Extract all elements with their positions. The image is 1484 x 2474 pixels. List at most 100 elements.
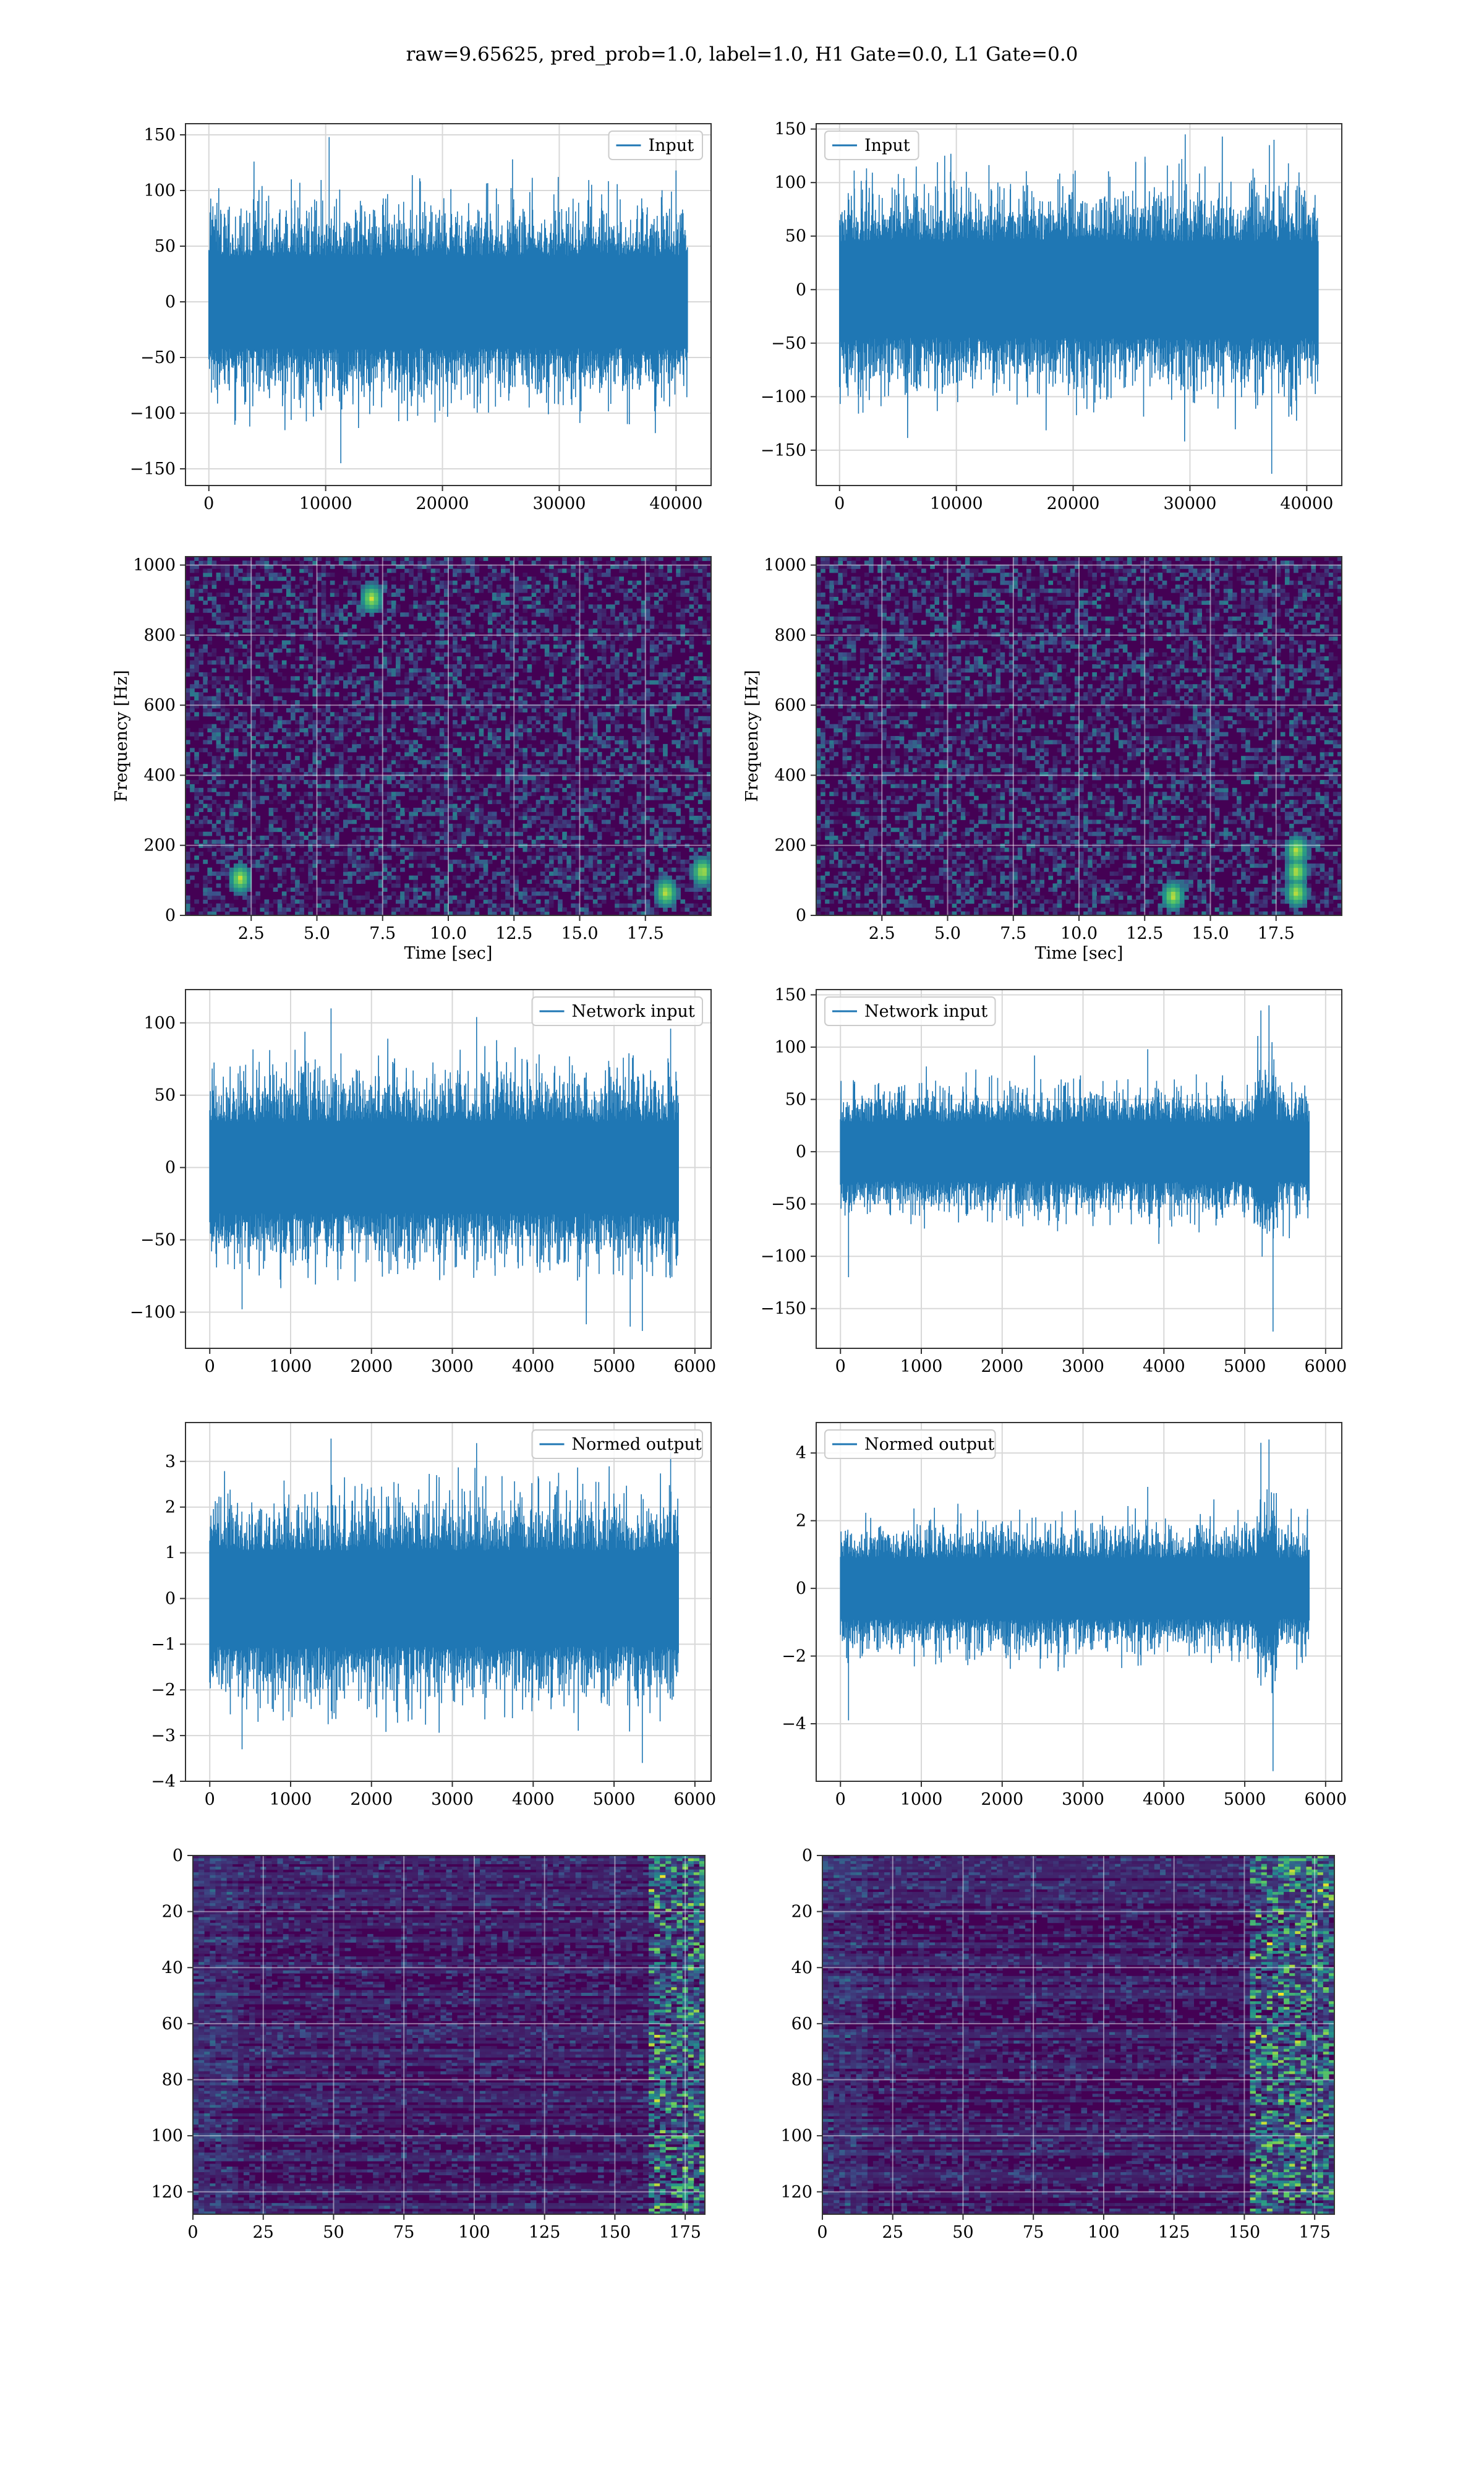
- x-tick-label: 4000: [512, 1357, 555, 1376]
- signal-series-line: [840, 1005, 1309, 1331]
- y-tick-label: −50: [771, 1195, 806, 1214]
- x-tick-label: 100: [1088, 2223, 1120, 2242]
- x-tick-label: 25: [882, 2223, 903, 2242]
- x-tick-label: 4000: [1143, 1790, 1185, 1809]
- x-tick-label: 10000: [299, 494, 352, 513]
- x-tick-label: 125: [1158, 2223, 1190, 2242]
- panel-l1-spectrogram: 2.5 5.0 7.5 10.0 12.5 15.0 17.5020040060080010…: [743, 556, 1342, 963]
- y-tick-label: 80: [162, 2071, 183, 2090]
- y-tick-label: 1000: [764, 556, 806, 575]
- x-tick-label: 0: [834, 494, 845, 513]
- y-tick-label: 150: [774, 120, 806, 139]
- y-tick-label: 150: [774, 985, 806, 1004]
- x-tick-label: 1000: [270, 1790, 312, 1809]
- legend: Normed output: [825, 1430, 996, 1458]
- x-tick-label: 150: [599, 2223, 631, 2242]
- y-tick-label: 0: [796, 1579, 806, 1598]
- x-tick-label: 1000: [270, 1357, 312, 1376]
- x-tick-label: 2000: [981, 1790, 1023, 1809]
- y-tick-label: 50: [155, 237, 176, 256]
- y-tick-label: −2: [151, 1680, 176, 1700]
- y-tick-label: −150: [761, 1299, 806, 1319]
- legend: Input: [825, 131, 919, 160]
- x-tick-label: 0: [835, 1790, 846, 1809]
- x-tick-label: 2000: [981, 1357, 1023, 1376]
- y-tick-label: 120: [780, 2183, 812, 2202]
- plot-area: [193, 1856, 706, 2215]
- x-tick-label: 3000: [431, 1790, 474, 1809]
- y-tick-label: 100: [774, 173, 806, 192]
- y-tick-label: 0: [165, 1589, 176, 1608]
- panel-l1-input: 0 10000 20000 30000 40000−150−100−5005010015…: [761, 120, 1342, 513]
- x-tick-label: 125: [529, 2223, 561, 2242]
- x-tick-label: 6000: [673, 1357, 716, 1376]
- x-tick-label: 3000: [1062, 1357, 1104, 1376]
- x-tick-label: 7.5: [1000, 924, 1026, 943]
- x-tick-label: 3000: [1062, 1790, 1104, 1809]
- signal-series-line: [210, 1008, 678, 1330]
- x-tick-label: 40000: [1280, 494, 1333, 513]
- x-tick-label: 0: [205, 1790, 215, 1809]
- legend: Normed output: [532, 1430, 703, 1458]
- y-tick-label: 1: [165, 1544, 176, 1563]
- plot-area: [822, 1856, 1335, 2215]
- legend-label: Input: [864, 136, 910, 155]
- y-tick-label: 60: [162, 2014, 183, 2034]
- x-tick-label: 30000: [1163, 494, 1216, 513]
- x-tick-label: 15.0: [1192, 924, 1229, 943]
- x-tick-label: 20000: [416, 494, 469, 513]
- y-tick-label: 4: [796, 1444, 806, 1463]
- x-tick-label: 1000: [900, 1790, 943, 1809]
- y-tick-label: 0: [165, 906, 176, 925]
- y-tick-label: 60: [791, 2014, 812, 2034]
- y-tick-label: −1: [151, 1635, 176, 1654]
- y-tick-label: −2: [782, 1647, 806, 1666]
- x-tick-label: 6000: [1304, 1357, 1347, 1376]
- x-tick-label: 2.5: [869, 924, 895, 943]
- x-tick-label: 4000: [512, 1790, 555, 1809]
- y-tick-label: 3: [165, 1452, 176, 1471]
- legend-label: Normed output: [572, 1435, 702, 1454]
- y-tick-label: 0: [165, 293, 176, 312]
- x-tick-label: 12.5: [495, 924, 532, 943]
- x-tick-label: 75: [393, 2223, 414, 2242]
- y-tick-label: −100: [130, 404, 176, 423]
- x-tick-label: 5.0: [304, 924, 330, 943]
- signal-series-line: [209, 137, 688, 463]
- x-tick-label: 10.0: [1060, 924, 1098, 943]
- x-tick-label: 5000: [1224, 1790, 1266, 1809]
- y-tick-label: 50: [785, 1090, 806, 1110]
- y-tick-label: 400: [143, 766, 176, 785]
- x-tick-label: 50: [323, 2223, 344, 2242]
- legend-label: Input: [649, 136, 694, 155]
- x-tick-label: 20000: [1047, 494, 1100, 513]
- panel-h1-input: 0 10000 20000 30000 40000−150−100−5005010015…: [130, 124, 711, 513]
- x-tick-label: 175: [669, 2223, 701, 2242]
- signal-series-line: [840, 134, 1318, 474]
- y-tick-label: −150: [130, 460, 176, 479]
- y-tick-label: 50: [155, 1086, 176, 1105]
- legend-label: Network input: [864, 1002, 987, 1021]
- legend: Network input: [825, 997, 996, 1025]
- legend-label: Normed output: [864, 1435, 994, 1454]
- x-tick-label: 5000: [593, 1790, 636, 1809]
- y-tick-label: 20: [162, 1903, 183, 1922]
- x-tick-label: 15.0: [561, 924, 598, 943]
- legend-label: Network input: [572, 1002, 695, 1021]
- y-tick-label: 40: [162, 1958, 183, 1977]
- y-tick-label: −150: [761, 441, 806, 460]
- y-tick-label: −50: [140, 1231, 176, 1250]
- y-tick-label: −3: [151, 1726, 176, 1745]
- y-tick-label: 200: [774, 836, 806, 855]
- y-tick-label: 100: [780, 2126, 812, 2146]
- panel-l1-network-input: 0 1000 2000 3000 4000 5000 6000−150−100−500501…: [761, 985, 1347, 1376]
- x-tick-label: 17.5: [627, 924, 664, 943]
- y-tick-label: 100: [143, 181, 176, 200]
- y-tick-label: 100: [143, 1014, 176, 1033]
- x-tick-label: 5.0: [934, 924, 961, 943]
- y-tick-label: 80: [791, 2071, 812, 2090]
- x-tick-label: 6000: [1304, 1790, 1347, 1809]
- y-tick-label: 0: [796, 280, 806, 299]
- y-tick-label: 120: [151, 2183, 183, 2202]
